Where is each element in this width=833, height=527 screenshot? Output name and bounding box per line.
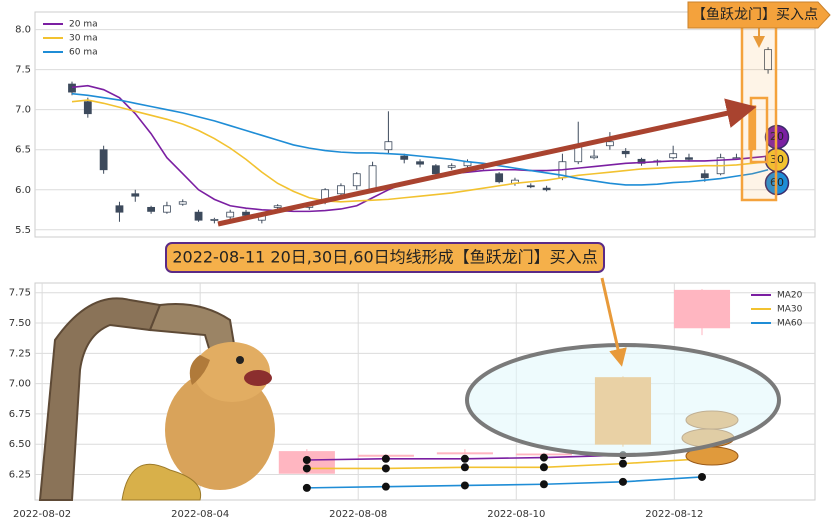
decoration: 【鱼跃龙门】买入点 2022-08-11 20日,30日,60日均线形成【鱼跃龙…: [38, 1, 831, 501]
dog-head: [194, 342, 270, 402]
ma-marker: [539, 453, 548, 462]
candle-body: [337, 185, 345, 195]
ma-marker: [381, 482, 390, 491]
candle-body: [542, 187, 551, 191]
candle-body: [526, 185, 535, 188]
banner: [165, 242, 605, 273]
y-tick-label: 6.5: [15, 145, 31, 156]
x-tick-label: 2022-08-08: [329, 509, 387, 520]
candle-body: [99, 149, 108, 171]
dog-body: [165, 370, 275, 490]
y-tick-label: 7.25: [9, 348, 31, 359]
banner-text: 2022-08-11 20日,30日,60日均线形成【鱼跃龙门】买入点: [172, 248, 597, 267]
candle-body: [368, 165, 377, 191]
dog-eye: [236, 356, 244, 364]
ma-marker: [697, 472, 706, 481]
x-tick-label: 2022-08-10: [487, 509, 545, 520]
legend-label: MA60: [777, 319, 803, 329]
y-tick-label: 7.50: [9, 318, 31, 329]
candle-body: [273, 205, 282, 208]
focus-ellipse: [465, 343, 781, 457]
y-tick-label: 6.25: [9, 470, 31, 481]
candle-body: [700, 173, 709, 179]
ma-marker: [381, 454, 390, 463]
dog-ear: [189, 355, 210, 385]
y-tick-label: 6.50: [9, 439, 31, 450]
ma-line: [71, 99, 769, 203]
y-tick-label: 8.0: [15, 25, 31, 36]
candle-body: [226, 211, 235, 218]
candle-body: [621, 150, 630, 155]
ma-marker: [302, 455, 311, 464]
highlight-candle-box: [749, 96, 769, 164]
candle-body: [163, 205, 171, 213]
legend-label: 60 ma: [69, 48, 98, 58]
y-tick-label: 5.5: [15, 225, 31, 236]
candle-body: [431, 165, 440, 175]
ma-marker: [618, 477, 627, 486]
candle-body: [210, 218, 219, 221]
legend-label: MA30: [777, 305, 803, 315]
ma-marker: [302, 464, 311, 473]
candle-body: [83, 101, 92, 115]
candle-body: [194, 211, 203, 221]
dog-mouth: [244, 370, 272, 386]
candle-body: [352, 173, 361, 187]
x-tick-label: 2022-08-12: [645, 509, 703, 520]
ma-line: [306, 457, 703, 470]
y-tick-label: 7.75: [9, 288, 31, 299]
candle-body: [685, 157, 693, 160]
ma-marker: [618, 459, 627, 468]
candle-body: [590, 155, 598, 159]
legend-label: 20 ma: [69, 20, 98, 30]
highlight-band: [740, 20, 778, 202]
y-tick-label: 6.0: [15, 185, 31, 196]
ma-marker: [381, 464, 390, 473]
candle-body: [115, 205, 124, 213]
candle-body: [68, 83, 76, 93]
annotation-text: 【鱼跃龙门】买入点: [692, 6, 818, 23]
pointer-arrow: [600, 277, 627, 367]
ma-line: [71, 92, 769, 186]
trend-arrow: [217, 98, 757, 227]
candle-body: [669, 153, 678, 159]
candle-body: [447, 165, 456, 168]
x-tick-label: 2022-08-02: [13, 509, 71, 520]
fish-tail: [121, 463, 202, 501]
candle-body: [384, 141, 393, 151]
y-tick-label: 7.0: [15, 105, 31, 116]
ma-marker: [460, 463, 469, 472]
candle-body: [131, 193, 140, 197]
y-tick-label: 7.00: [9, 379, 31, 390]
x-tick-label: 2022-08-04: [171, 509, 229, 520]
annotation-box: [687, 1, 831, 29]
candle-body: [416, 161, 424, 165]
candle-body: [764, 49, 772, 71]
ma-marker: [460, 454, 469, 463]
ma-marker: [460, 481, 469, 490]
candle-body: [436, 452, 493, 455]
top-plot-frame: [34, 11, 816, 238]
candle-body: [495, 173, 504, 183]
candle-body: [147, 206, 156, 212]
candle-body: [605, 141, 614, 147]
candle-body: [178, 201, 187, 205]
legend-label: 30 ma: [69, 34, 98, 44]
y-tick-label: 7.5: [15, 65, 31, 76]
ma-marker: [302, 483, 311, 492]
ma-line: [306, 476, 703, 489]
candle-body: [400, 155, 409, 160]
ma-marker: [539, 463, 548, 472]
y-tick-label: 6.75: [9, 409, 31, 420]
legend-label: MA20: [777, 291, 803, 301]
candle-body: [673, 289, 731, 329]
ma-marker: [539, 480, 548, 489]
